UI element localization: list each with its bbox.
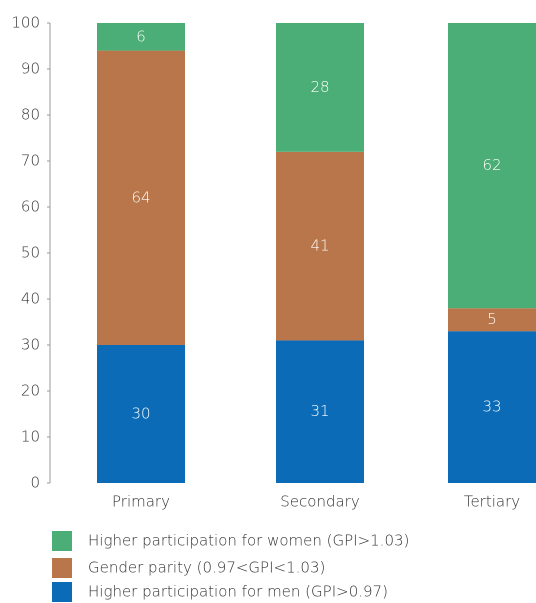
bar-segment bbox=[276, 23, 364, 152]
y-tick-label: 20 bbox=[21, 382, 40, 400]
x-tick-label: Secondary bbox=[280, 493, 360, 511]
legend-label: Gender parity (0.97<GPI<1.03) bbox=[88, 559, 325, 577]
value-label: 64 bbox=[131, 188, 150, 206]
y-tick-label: 60 bbox=[21, 198, 40, 216]
value-label: 62 bbox=[482, 156, 501, 174]
bar-segment bbox=[448, 308, 536, 332]
value-label: 31 bbox=[310, 402, 329, 420]
y-tick-label: 80 bbox=[21, 106, 40, 124]
value-label: 5 bbox=[487, 310, 497, 328]
x-tick-label: Primary bbox=[112, 493, 170, 511]
y-tick-label: 50 bbox=[21, 244, 40, 262]
legend-swatch bbox=[52, 582, 72, 602]
y-tick-label: 90 bbox=[21, 60, 40, 78]
y-tick-label: 100 bbox=[11, 14, 40, 32]
value-label: 41 bbox=[310, 237, 329, 255]
y-tick-label: 30 bbox=[21, 336, 40, 354]
value-label: 6 bbox=[136, 27, 146, 45]
bar-segment bbox=[276, 151, 364, 341]
bar-segment bbox=[97, 23, 185, 51]
y-tick-label: 70 bbox=[21, 152, 40, 170]
legend-swatch bbox=[52, 558, 72, 578]
value-label: 28 bbox=[310, 78, 329, 96]
y-tick-label: 0 bbox=[30, 474, 40, 492]
bar-segment bbox=[448, 331, 536, 483]
bar-segment bbox=[97, 345, 185, 483]
value-label: 30 bbox=[131, 405, 150, 423]
bar-segment bbox=[276, 340, 364, 483]
x-tick-label: Tertiary bbox=[464, 493, 520, 511]
bar-segment bbox=[97, 50, 185, 345]
bar-segment bbox=[448, 23, 536, 309]
value-label: 33 bbox=[482, 398, 501, 416]
legend-label: Higher participation for women (GPI>1.03… bbox=[88, 532, 409, 550]
y-tick-label: 40 bbox=[21, 290, 40, 308]
legend-swatch bbox=[52, 531, 72, 551]
legend-label: Higher participation for men (GPI>0.97) bbox=[88, 583, 388, 601]
y-tick-label: 10 bbox=[21, 428, 40, 446]
